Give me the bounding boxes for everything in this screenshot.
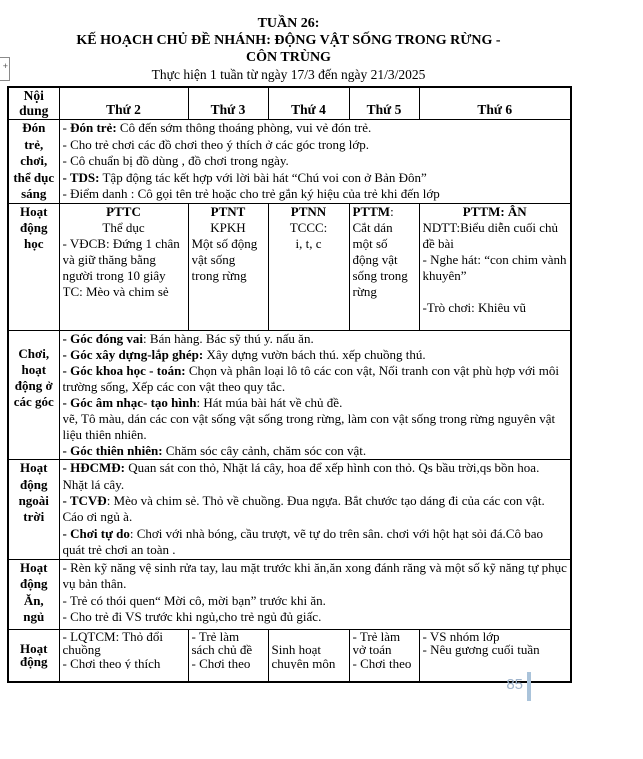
row-label-don-tre: Đón trẻ, chơi, thể dục sáng — [7, 119, 60, 204]
plus-icon: + — [2, 61, 8, 71]
col-header-thu-6: Thứ 6 — [418, 86, 572, 120]
cell-ngoai-troi-content: - HĐCMĐ: Quan sát con thỏ, Nhặt lá cây, … — [58, 459, 572, 560]
cell-chieu-thu-5: - Trẻ làm vở toán- Chơi theo ý — [348, 628, 420, 683]
weekly-plan-table: Nội dung Thứ 2 Thứ 3 Thứ 4 Thứ 5 Thứ 6 Đ… — [7, 86, 572, 683]
row-hoat-dong-chieu: Hoạt động - LQTCM: Thỏ đổi chuồng - Chơi t… — [7, 628, 572, 683]
cell-goc-content: - Góc đóng vai: Bán hàng. Bác sỹ thú y. … — [58, 329, 572, 461]
week-title: TUẦN 26: — [257, 16, 320, 31]
col-header-noi-dung: Nội dung — [7, 86, 60, 120]
text-cursor-bar — [527, 672, 531, 701]
cell-hoc-thu-2: PTTC Thể dục - VĐCB: Đứng 1 chân và giữ th… — [58, 202, 189, 331]
row-hoat-dong-hoc: Hoạt động học PTTC Thể dục - VĐCB: Đứng 1 ch… — [7, 202, 572, 331]
row-don-tre: Đón trẻ, chơi, thể dục sáng - Đón trẻ: Cô đế… — [7, 119, 572, 204]
margin-widget[interactable]: + — [0, 57, 10, 81]
cell-chieu-thu-4: Sinh hoạt chuyên môn — [267, 628, 350, 683]
cell-hoc-thu-3: PTNT KPKH Một số động vật sống trong rừng — [187, 202, 269, 331]
cell-chieu-thu-3: - Trẻ làm sách chủ đề - Chơi theo — [187, 628, 269, 683]
row-label-an-ngu: Hoạt động Ăn, ngủ — [7, 558, 60, 630]
header-row: Nội dung Thứ 2 Thứ 3 Thứ 4 Thứ 5 Thứ 6 — [7, 86, 572, 120]
plan-title-line1: KẾ HOẠCH CHỦ ĐỀ NHÁNH: ĐỘNG VẬT SỐNG TRO… — [76, 33, 501, 48]
cell-chieu-thu-2: - LQTCM: Thỏ đổi chuồng - Chơi theo ý thí… — [58, 628, 189, 683]
row-ngoai-troi: Hoạt động ngoài trời - HĐCMĐ: Quan sát con … — [7, 459, 572, 560]
cell-hoc-thu-5: PTTM: Cắt dán một số động vật sống trong … — [348, 202, 420, 331]
date-range: Thực hiện 1 tuần từ ngày 17/3 đến ngày 2… — [151, 67, 426, 82]
col-header-thu-5: Thứ 5 — [348, 86, 420, 120]
row-label-goc: Chơi, hoạt động ở các góc — [7, 329, 60, 461]
row-an-ngu: Hoạt động Ăn, ngủ - Rèn kỹ năng vệ sinh rửa… — [7, 558, 572, 630]
cell-hoc-thu-6: PTTM: ÂN NDTT:Biểu diễn cuối chủ đề bài - … — [418, 202, 572, 331]
col-header-thu-2: Thứ 2 — [58, 86, 189, 120]
document-header: TUẦN 26: KẾ HOẠCH CHỦ ĐỀ NHÁNH: ĐỘNG VẬT… — [7, 15, 570, 83]
cell-chieu-thu-6: - VS nhóm lớp - Nêu gương cuối tuần — [418, 628, 572, 683]
row-label-hoat-dong-hoc: Hoạt động học — [7, 202, 60, 331]
row-label-hoat-dong-chieu: Hoạt động — [7, 628, 60, 683]
row-goc: Chơi, hoạt động ở các góc - Góc đóng vai: B… — [7, 329, 572, 461]
col-header-thu-4: Thứ 4 — [267, 86, 350, 120]
row-label-ngoai-troi: Hoạt động ngoài trời — [7, 459, 60, 560]
cell-an-ngu-content: - Rèn kỹ năng vệ sinh rửa tay, lau mặt t… — [58, 558, 572, 630]
cell-don-tre-content: - Đón trẻ: Cô đến sớm thông thoáng phòng… — [58, 119, 572, 204]
cell-hoc-thu-4: PTNN TCCC: i, t, c — [267, 202, 350, 331]
col-header-thu-3: Thứ 3 — [187, 86, 269, 120]
plan-title-line2: CÔN TRÙNG — [246, 50, 331, 65]
page-number: 85 — [506, 676, 523, 693]
